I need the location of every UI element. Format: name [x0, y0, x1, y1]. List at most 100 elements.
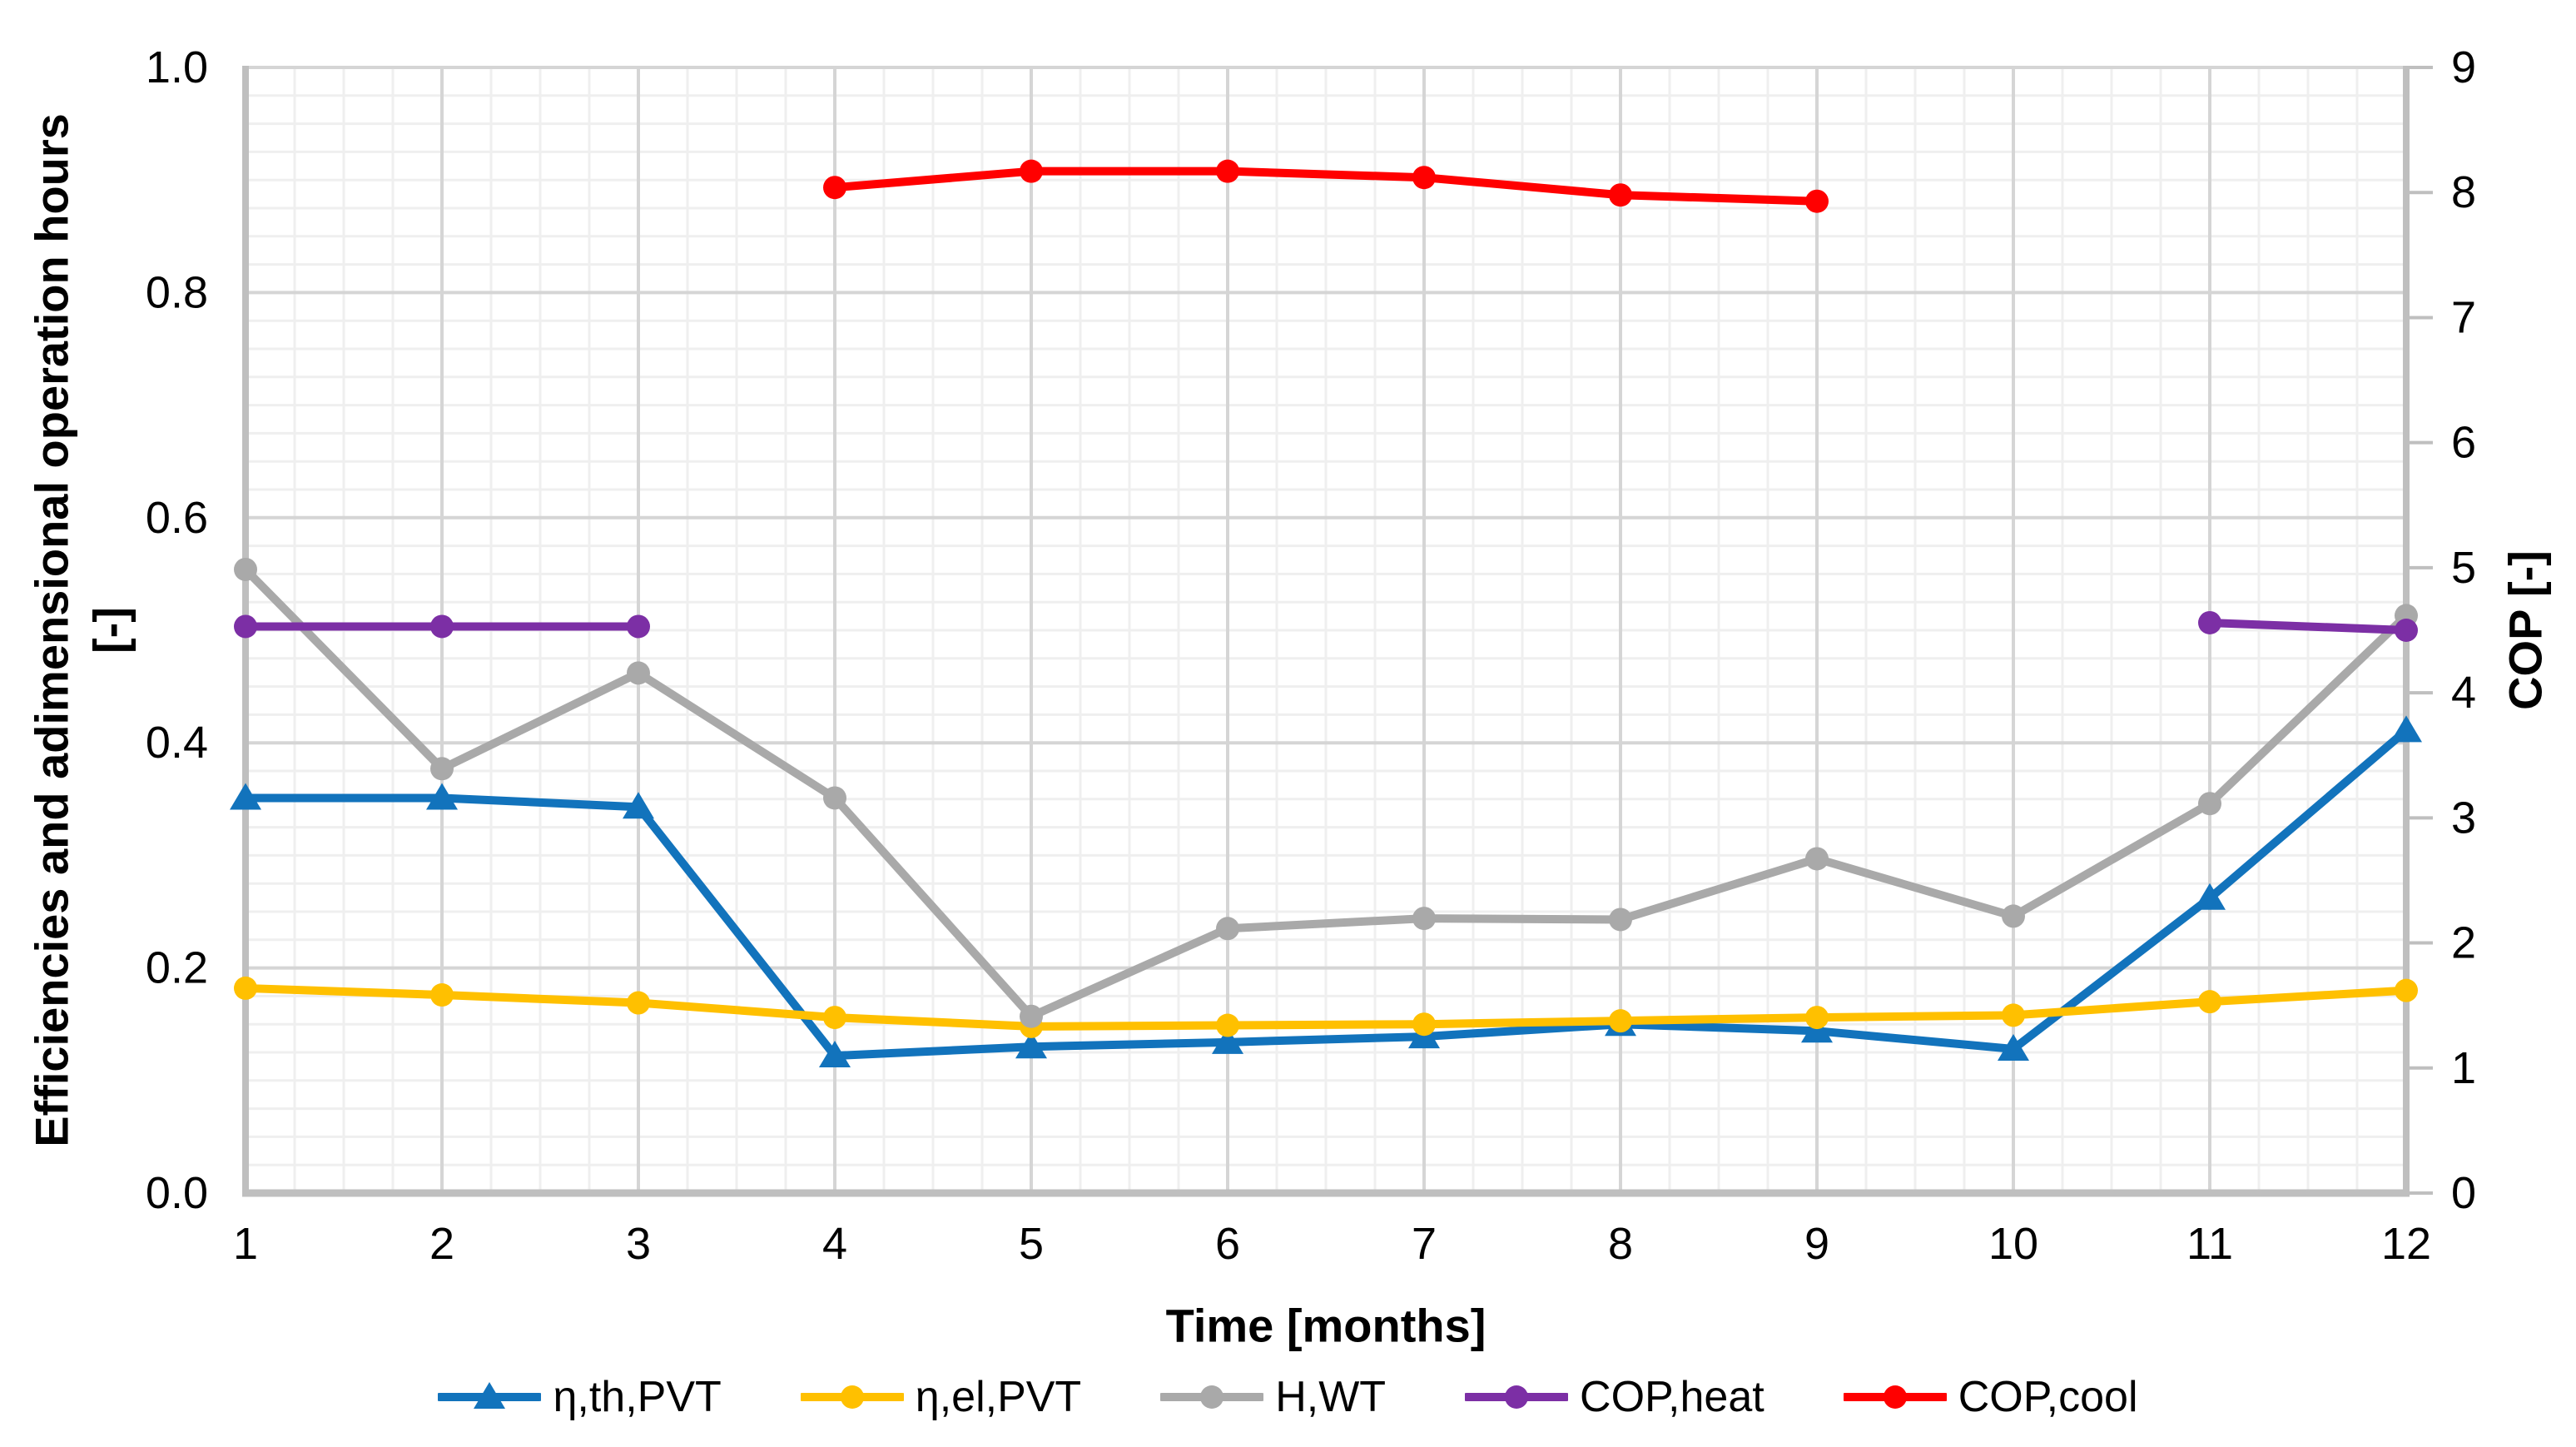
left-axis-tick-label: 1.0 — [146, 42, 208, 92]
data-point — [234, 976, 257, 1000]
x-axis-tick-label: 7 — [1412, 1219, 1437, 1269]
data-point — [1805, 1006, 1829, 1030]
data-point — [1216, 917, 1239, 941]
data-point — [230, 783, 261, 810]
circle-marker-icon — [800, 1385, 904, 1409]
data-point — [627, 614, 650, 639]
x-axis-tick-label: 5 — [1019, 1219, 1044, 1269]
data-point — [426, 783, 458, 810]
x-axis-tick-label: 3 — [626, 1219, 651, 1269]
data-point — [1412, 166, 1436, 190]
x-axis-tick-label: 2 — [429, 1219, 454, 1269]
legend-label: COP,cool — [1958, 1373, 2138, 1421]
data-point — [1020, 1004, 1043, 1028]
right-axis-tick-label: 3 — [2451, 793, 2476, 843]
data-point — [1801, 1016, 1833, 1043]
data-point — [1412, 1012, 1436, 1037]
data-point — [234, 614, 257, 639]
x-axis-tick-label: 8 — [1608, 1219, 1633, 1269]
data-point — [2002, 904, 2025, 928]
legend-label: H,WT — [1275, 1373, 1387, 1421]
legend-label: COP,heat — [1580, 1373, 1764, 1421]
legend-label: η,th,PVT — [553, 1373, 722, 1421]
data-point — [823, 176, 846, 200]
x-axis-tick-label: 10 — [1988, 1219, 2038, 1269]
data-point — [627, 991, 650, 1015]
data-point — [2002, 1003, 2025, 1027]
data-point — [2198, 990, 2221, 1014]
left-axis-tick-label: 0.8 — [146, 267, 208, 317]
series-line — [831, 167, 1821, 206]
right-axis-tick-label: 9 — [2451, 42, 2476, 92]
data-point — [823, 1006, 846, 1030]
legend-item[interactable]: COP,heat — [1465, 1372, 1764, 1422]
circle-marker-icon — [1465, 1385, 1569, 1409]
circle-marker-icon — [1160, 1385, 1264, 1409]
series-h-wt — [234, 557, 2418, 1028]
data-point — [1216, 159, 1239, 183]
data-point — [430, 757, 454, 781]
series-cop-heat — [234, 610, 2418, 642]
right-axis-tick-label: 2 — [2451, 918, 2476, 968]
x-axis-tick-label: 11 — [2186, 1219, 2233, 1269]
legend-item[interactable]: η,th,PVT — [438, 1372, 722, 1422]
data-point — [2198, 610, 2221, 634]
x-axis-title: Time [months] — [1165, 1299, 1487, 1352]
data-point — [2395, 619, 2418, 642]
data-point — [1412, 907, 1436, 931]
legend-item[interactable]: η,el,PVT — [800, 1372, 1082, 1422]
data-point — [819, 1041, 851, 1068]
right-axis-tick-label: 5 — [2451, 543, 2476, 593]
series-line — [2206, 618, 2410, 634]
data-point — [2390, 715, 2422, 743]
data-point — [1015, 1032, 1047, 1059]
data-point — [1212, 1027, 1243, 1054]
data-point — [2198, 792, 2221, 816]
data-point — [1805, 847, 1829, 871]
data-point — [1216, 1013, 1239, 1037]
data-point — [1609, 1009, 1632, 1033]
series-line — [241, 564, 2410, 1021]
legend-label: η,el,PVT — [915, 1373, 1082, 1421]
triangle-marker-icon — [438, 1382, 542, 1409]
right-axis-tick-label: 7 — [2451, 292, 2476, 342]
series-line — [241, 726, 2410, 1061]
x-axis-tick-label: 4 — [822, 1219, 847, 1269]
x-axis-tick-label: 9 — [1804, 1219, 1829, 1269]
series-line — [241, 983, 2410, 1031]
data-point — [623, 792, 654, 819]
data-point — [1020, 159, 1043, 183]
data-point — [2194, 883, 2226, 910]
x-axis-tick-label: 12 — [2381, 1219, 2431, 1269]
right-axis-tick-label: 6 — [2451, 418, 2476, 468]
data-point — [234, 557, 257, 581]
minor-gridlines — [246, 67, 2406, 1193]
left-axis-tick-label: 0.4 — [146, 718, 208, 768]
data-point — [1609, 907, 1632, 932]
x-axis-tick-label: 1 — [233, 1219, 258, 1269]
data-point — [1805, 189, 1829, 213]
left-axis-tick-label: 0.6 — [146, 493, 208, 543]
circle-marker-icon — [1843, 1385, 1947, 1409]
data-point — [1998, 1033, 2029, 1061]
data-point — [430, 614, 454, 639]
data-point — [2395, 978, 2418, 1002]
right-axis-tick-label: 8 — [2451, 167, 2476, 217]
right-axis-tick-label: 4 — [2451, 668, 2476, 718]
legend-item[interactable]: H,WT — [1160, 1372, 1386, 1422]
series-cop-cool — [823, 159, 1829, 213]
data-point — [823, 786, 846, 810]
legend-item[interactable]: COP,cool — [1843, 1372, 2138, 1422]
x-axis-tick-label: 6 — [1215, 1219, 1240, 1269]
legend: η,th,PVT η,el,PVT H,WT COP,heat COP,cool — [0, 1364, 2576, 1430]
data-point — [627, 661, 650, 685]
left-axis-tick-label: 0.2 — [146, 943, 208, 993]
series--el-pvt — [234, 976, 2418, 1038]
right-axis-tick-label: 1 — [2451, 1043, 2476, 1093]
data-point — [430, 983, 454, 1007]
right-axis-tick-label: 0 — [2451, 1168, 2476, 1218]
data-point — [1609, 183, 1632, 207]
